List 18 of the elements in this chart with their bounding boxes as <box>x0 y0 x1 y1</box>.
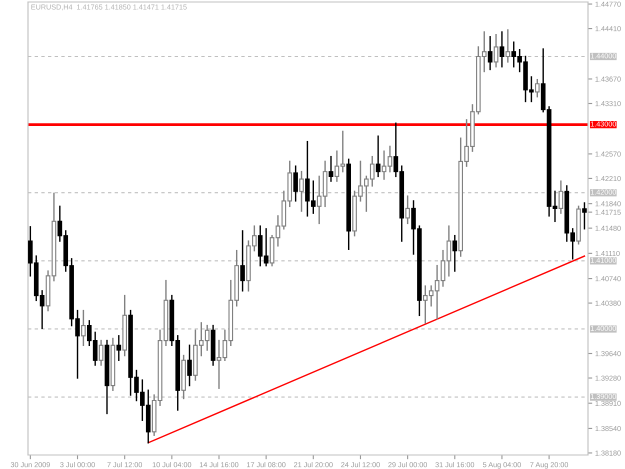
candlestick <box>299 170 304 212</box>
candlestick <box>187 344 192 386</box>
candlestick <box>240 230 245 292</box>
candlestick <box>376 136 380 178</box>
candlestick <box>328 156 334 182</box>
candlestick <box>582 202 587 230</box>
candlestick <box>494 34 498 68</box>
candlestick <box>534 78 540 98</box>
candlestick <box>81 310 86 346</box>
candlestick <box>506 29 510 63</box>
candlestick <box>500 31 504 68</box>
candlestick <box>98 340 104 366</box>
candlestick <box>405 195 410 224</box>
candlestick <box>488 36 492 70</box>
candlestick <box>116 335 122 362</box>
candlestick <box>293 165 298 202</box>
candlestick <box>558 180 564 214</box>
candlestick <box>452 234 458 272</box>
